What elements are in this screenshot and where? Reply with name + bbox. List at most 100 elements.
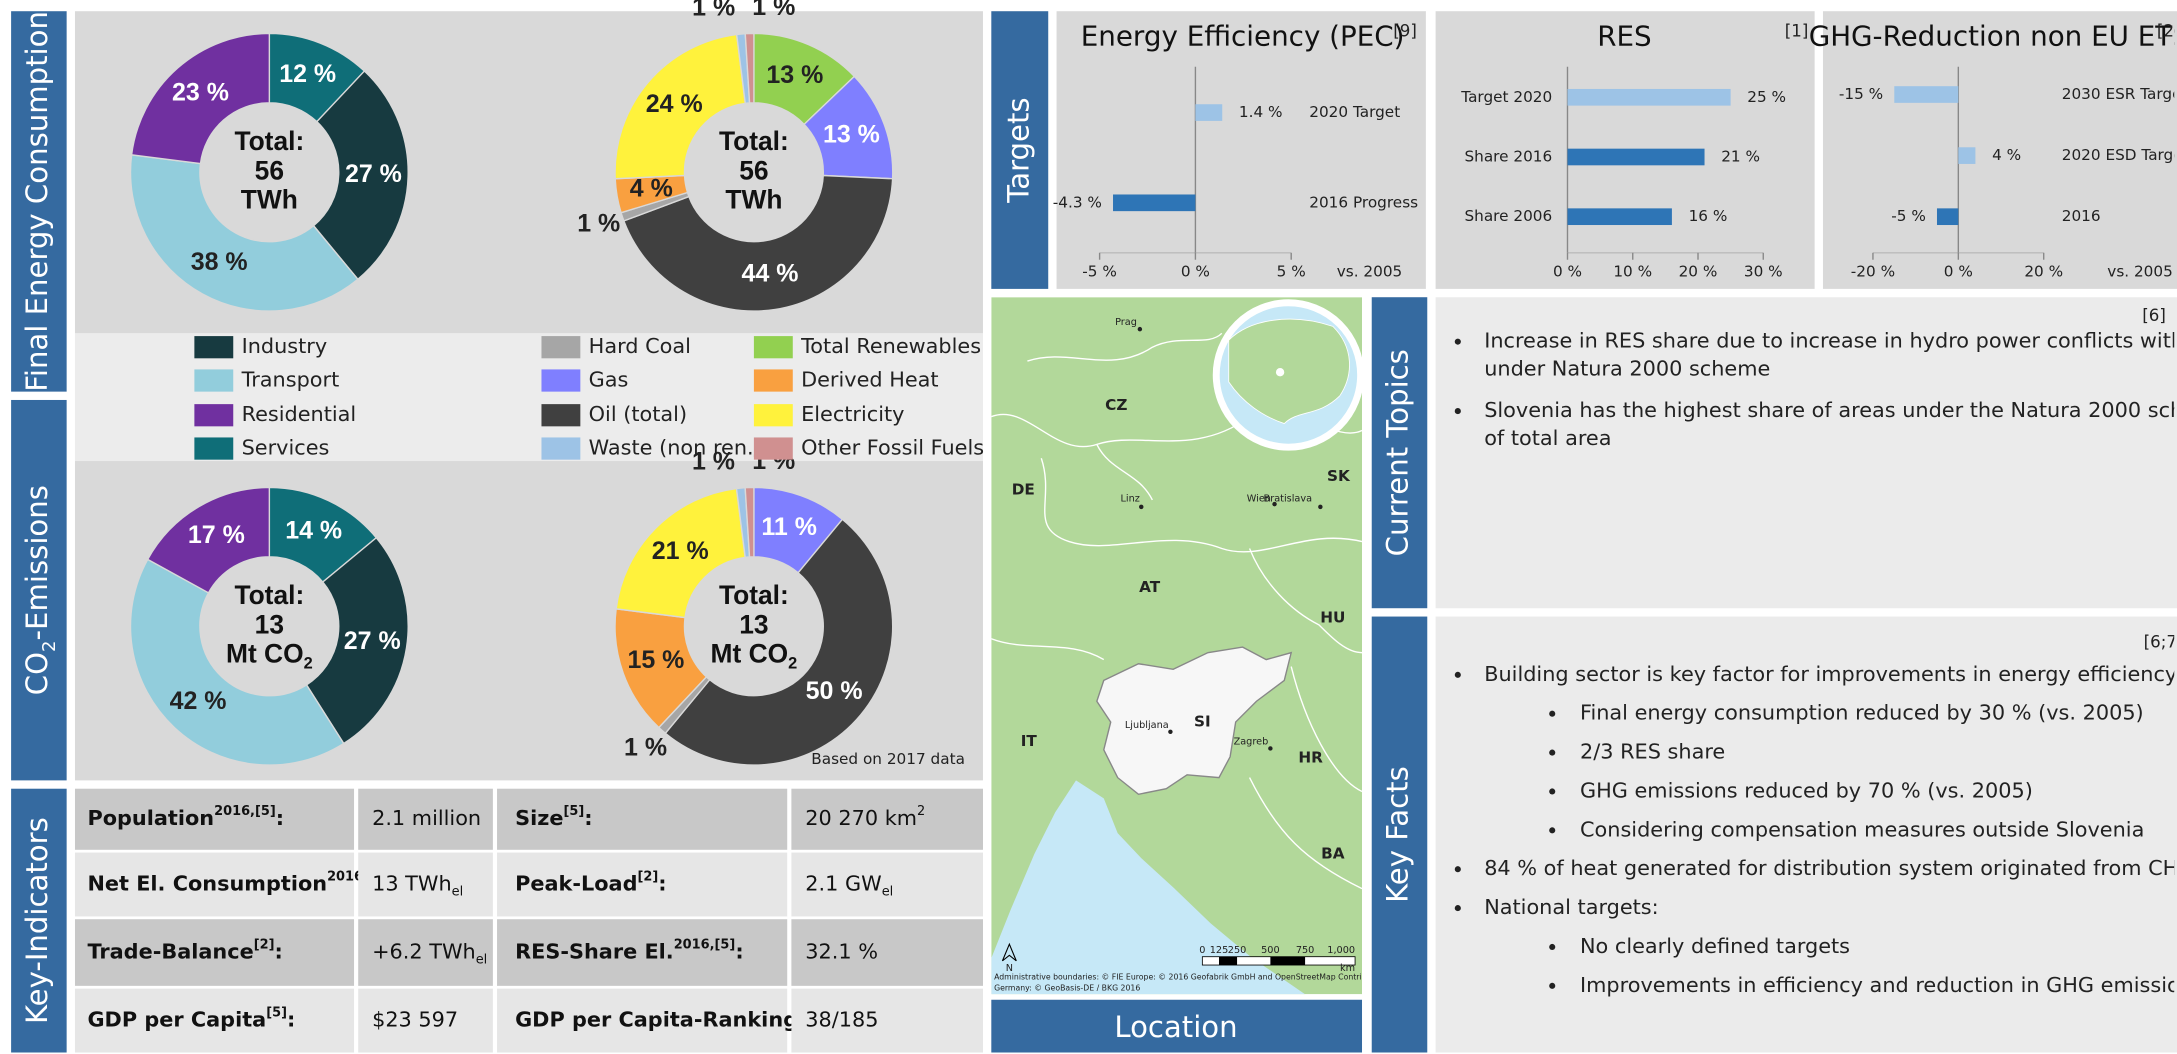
x-tick-label: 20 % [1679,263,1718,281]
bullet-text: 84 % of heat generated for distribution … [1484,856,2177,880]
center-label: 13 [255,609,284,639]
legend-swatch [753,369,793,392]
category-label: Target 2020 [1460,88,1552,106]
legend-label: Other Fossil Fuels [801,436,984,460]
text-run: TWh [725,184,782,214]
center-label: TWh [725,184,782,214]
value-label: 42 % [170,687,227,715]
text-run: 2016,[5] [214,804,276,819]
city-label: Zagreb [1234,737,1269,748]
reference: [6;7; [2144,632,2177,651]
donut-hole [199,102,339,242]
text-run: 32.1 % [805,940,878,964]
center-label: Total: [719,580,789,610]
value-label: 1 % [624,734,667,762]
category-label: 2030 ESR Target [2062,85,2177,103]
legend-swatch [541,369,581,392]
bullet-text: GHG emissions reduced by 70 % (vs. 2005) [1580,778,2033,802]
sidebar-label: Final Energy Consumption [20,11,54,392]
bar [1958,147,1976,164]
text-run: 13 TWh [372,872,452,896]
value-label: 27 % [344,627,401,655]
table-cell [791,852,983,917]
sidebar-label: CO2-Emissions [20,485,60,695]
city-dot [1139,504,1144,510]
bar [1894,86,1959,103]
text-run: Mt CO [711,638,789,668]
x-tick-label: 10 % [1613,263,1652,281]
panel [1056,11,1426,289]
bar [1113,194,1196,212]
text-run: Location [1114,1010,1237,1044]
axis-note: vs. 2005 [2107,263,2173,281]
text-run: Current Topics [1381,349,1415,556]
table-cell [358,788,493,850]
table-text: Net El. Consumption2016,[5]: [87,870,397,896]
sidebar-block [11,399,67,781]
category-label: 2016 Progress [1309,193,1418,211]
table-text: GDP per Capita[5]: [87,1006,295,1032]
text-run: Net El. Consumption [87,872,327,896]
text-run: el [452,885,464,900]
legend-swatch [753,437,793,460]
chart-title: GHG-Reduction non EU ETS [1809,20,2177,53]
x-tick-label: 5 % [1277,263,1306,281]
legend-label: Residential [242,402,357,426]
legend-swatch [753,404,793,427]
center-label: Total: [234,126,304,156]
text-run: Trade-Balance [87,940,253,964]
center-label: Total: [719,126,789,156]
x-tick-label: 30 % [1744,263,1783,281]
table-cell [497,988,788,1053]
center-label: Mt CO2 [711,638,798,672]
text-run: : [584,806,592,830]
text-run: Peak-Load [515,872,637,896]
text-run: [2] [254,938,275,953]
legend-label: Services [242,436,330,460]
text-run: 2.1 GW [805,872,881,896]
text-run: Total: [234,126,304,156]
text-run: : [735,940,743,964]
x-tick-label: -20 % [1851,263,1895,281]
text-run: -Emissions [20,485,54,640]
bullet [1549,749,1556,756]
slovenia [1096,646,1293,796]
text-run: Key-Indicators [20,817,54,1024]
scale-bar-segment [1219,956,1238,966]
country-label: HR [1298,749,1323,767]
text-run: Size [515,806,563,830]
reference: [1] [1785,22,1809,41]
text-run: CO [20,652,54,695]
bullet [1454,408,1461,415]
bar [1567,208,1672,226]
city-label: Linz [1120,494,1139,505]
table-text: 13 TWhel [372,872,463,900]
reference: [2] [2157,22,2177,41]
text-run: Targets [1001,97,1035,203]
sidebar-block [11,788,67,1053]
bullet [1454,905,1461,912]
value-label: 14 % [285,517,342,545]
text-run: 2 [38,640,59,652]
sidebar-block [11,11,67,392]
text-run: 13 [255,609,284,639]
donut-hole [684,102,824,242]
country-label: CZ [1105,396,1127,414]
bullet [1549,982,1556,989]
north-label: N [1006,963,1013,974]
chart-title: Energy Efficiency (PEC) [1081,20,1405,53]
text-run: Mt CO [226,638,304,668]
bullet [1549,710,1556,717]
value-label: 17 % [188,521,245,549]
axis-note: vs. 2005 [1337,263,1403,281]
text-run: $23 597 [372,1008,458,1032]
value-label: 44 % [742,260,799,288]
table-cell [74,852,355,917]
center-label: Total: [234,580,304,610]
bullet-text: No clearly defined targets [1580,934,1850,958]
value-label: 25 % [1747,88,1786,106]
sidebar-label: Targets [1001,97,1035,203]
bullet [1549,943,1556,951]
table-text: 20 270 km2 [805,804,925,830]
category-label: 2016 [2062,207,2101,225]
